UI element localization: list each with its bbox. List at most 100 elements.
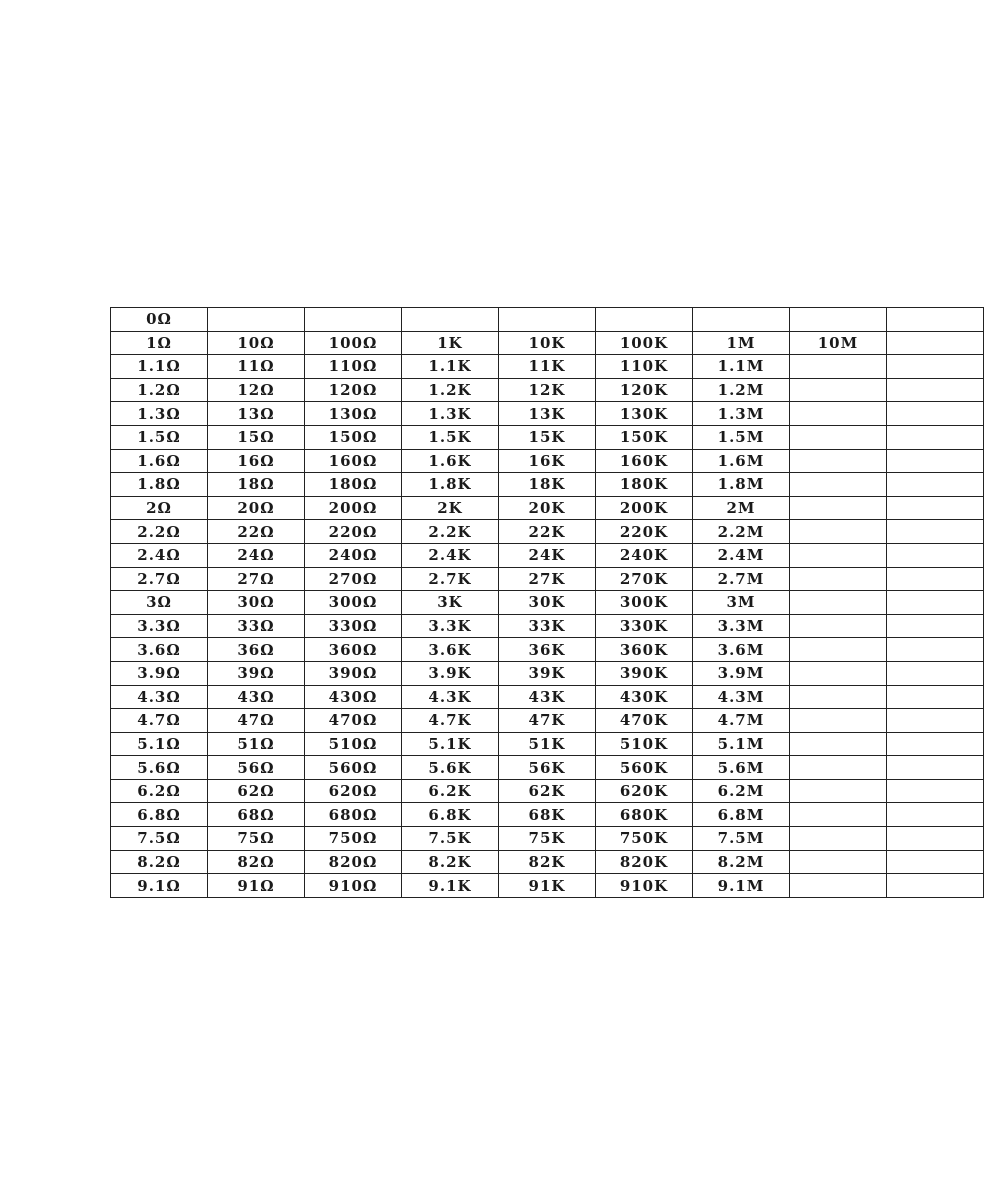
table-cell: 1.5M <box>692 424 790 450</box>
table-cell: 100K <box>595 330 693 356</box>
table-cell: 160K <box>595 448 693 474</box>
table-cell: 110Ω <box>304 354 402 379</box>
table-cell: 39K <box>498 660 596 686</box>
table-cell: 100Ω <box>304 330 402 356</box>
table-cell: 360Ω <box>304 637 402 662</box>
table-cell: 4.7Ω <box>110 708 208 733</box>
table-row: 5.6Ω 56Ω 560Ω 5.6K 56K 560K 5.6M <box>110 755 984 780</box>
table-cell: 3.3Ω <box>110 613 208 639</box>
table-cell <box>789 377 887 403</box>
table-cell: 27K <box>498 566 596 592</box>
table-row: 2.4Ω 24Ω 240Ω 2.4K 24K 240K 2.4M <box>110 542 984 568</box>
table-cell <box>886 354 984 379</box>
table-cell: 240K <box>595 542 693 568</box>
table-cell <box>304 307 402 332</box>
table-cell: 120K <box>595 377 693 403</box>
table-cell: 470Ω <box>304 708 402 733</box>
table-cell <box>789 354 887 379</box>
table-cell <box>886 448 984 474</box>
table-cell: 180K <box>595 472 693 497</box>
table-cell: 3M <box>692 590 790 615</box>
table-cell: 5.6K <box>401 755 499 780</box>
table-cell: 1K <box>401 330 499 356</box>
table-cell: 6.2Ω <box>110 778 208 804</box>
table-cell <box>886 542 984 568</box>
table-row: 3.9Ω 39Ω 390Ω 3.9K 39K 390K 3.9M <box>110 660 984 686</box>
table-cell: 130K <box>595 401 693 426</box>
table-cell <box>886 778 984 804</box>
table-cell: 430K <box>595 684 693 710</box>
table-cell: 910K <box>595 873 693 898</box>
table-row: 6.8Ω 68Ω 680Ω 6.8K 68K 680K 6.8M <box>110 802 984 828</box>
table-cell: 30K <box>498 590 596 615</box>
table-cell: 5.6M <box>692 755 790 780</box>
table-cell: 2Ω <box>110 495 208 521</box>
table-cell: 3.6Ω <box>110 637 208 662</box>
table-cell: 1.8Ω <box>110 472 208 497</box>
table-cell: 24K <box>498 542 596 568</box>
table-cell: 1.1M <box>692 354 790 379</box>
table-row: 1.8Ω 18Ω 180Ω 1.8K 18K 180K 1.8M <box>110 472 984 497</box>
table-cell: 2.7K <box>401 566 499 592</box>
table-cell: 220K <box>595 519 693 544</box>
table-cell: 2.4K <box>401 542 499 568</box>
table-cell: 8.2Ω <box>110 849 208 875</box>
table-cell: 2K <box>401 495 499 521</box>
table-cell: 12K <box>498 377 596 403</box>
table-cell <box>886 755 984 780</box>
table-cell: 91Ω <box>207 873 305 898</box>
table-cell: 3.6K <box>401 637 499 662</box>
table-cell <box>886 684 984 710</box>
table-cell <box>886 330 984 356</box>
table-cell <box>789 307 887 332</box>
table-cell: 33K <box>498 613 596 639</box>
table-cell: 24Ω <box>207 542 305 568</box>
table-cell <box>886 401 984 426</box>
table-cell: 750Ω <box>304 826 402 851</box>
table-cell: 39Ω <box>207 660 305 686</box>
table-cell: 270Ω <box>304 566 402 592</box>
table-cell: 390K <box>595 660 693 686</box>
table-cell: 120Ω <box>304 377 402 403</box>
table-cell: 820K <box>595 849 693 875</box>
table-row: 1.5Ω 15Ω 150Ω 1.5K 15K 150K 1.5M <box>110 424 984 450</box>
table-cell <box>789 495 887 521</box>
table-cell: 36K <box>498 637 596 662</box>
table-cell: 15K <box>498 424 596 450</box>
table-cell: 75Ω <box>207 826 305 851</box>
table-cell: 220Ω <box>304 519 402 544</box>
table-cell <box>498 307 596 332</box>
table-cell: 82Ω <box>207 849 305 875</box>
table-cell: 43Ω <box>207 684 305 710</box>
table-cell: 6.8M <box>692 802 790 828</box>
table-cell: 18Ω <box>207 472 305 497</box>
table-cell: 300K <box>595 590 693 615</box>
table-cell: 1.3Ω <box>110 401 208 426</box>
table-cell: 27Ω <box>207 566 305 592</box>
table-cell <box>789 778 887 804</box>
table-cell: 270K <box>595 566 693 592</box>
table-cell <box>886 802 984 828</box>
table-cell <box>886 424 984 450</box>
table-cell: 2.2Ω <box>110 519 208 544</box>
table-cell: 8.2K <box>401 849 499 875</box>
table-cell: 20K <box>498 495 596 521</box>
table-cell: 1.3M <box>692 401 790 426</box>
table-cell: 160Ω <box>304 448 402 474</box>
table-cell <box>789 802 887 828</box>
table-cell: 240Ω <box>304 542 402 568</box>
table-cell: 5.1K <box>401 731 499 757</box>
table-cell <box>595 307 693 332</box>
table-row: 8.2Ω 82Ω 820Ω 8.2K 82K 820K 8.2M <box>110 849 984 875</box>
table-cell: 150K <box>595 424 693 450</box>
table-cell: 620K <box>595 778 693 804</box>
table-cell <box>886 377 984 403</box>
table-row: 6.2Ω 62Ω 620Ω 6.2K 62K 620K 6.2M <box>110 778 984 804</box>
table-cell: 20Ω <box>207 495 305 521</box>
table-cell: 620Ω <box>304 778 402 804</box>
table-cell: 4.7M <box>692 708 790 733</box>
table-cell <box>692 307 790 332</box>
table-cell: 51Ω <box>207 731 305 757</box>
table-cell: 6.8Ω <box>110 802 208 828</box>
table-cell: 2M <box>692 495 790 521</box>
